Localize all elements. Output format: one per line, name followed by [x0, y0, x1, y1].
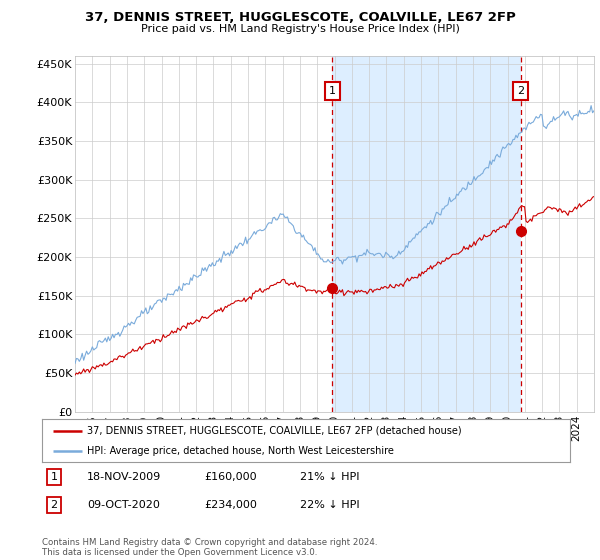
- Bar: [332, 56, 521, 412]
- Text: Contains HM Land Registry data © Crown copyright and database right 2024.
This d: Contains HM Land Registry data © Crown c…: [42, 538, 377, 557]
- Text: 18-NOV-2009: 18-NOV-2009: [87, 472, 161, 482]
- Text: 1: 1: [50, 472, 58, 482]
- Text: 21% ↓ HPI: 21% ↓ HPI: [300, 472, 359, 482]
- Text: 2: 2: [50, 500, 58, 510]
- Text: 1: 1: [329, 86, 336, 96]
- Text: 37, DENNIS STREET, HUGGLESCOTE, COALVILLE, LE67 2FP: 37, DENNIS STREET, HUGGLESCOTE, COALVILL…: [85, 11, 515, 24]
- Text: £160,000: £160,000: [204, 472, 257, 482]
- Text: £234,000: £234,000: [204, 500, 257, 510]
- Text: HPI: Average price, detached house, North West Leicestershire: HPI: Average price, detached house, Nort…: [87, 446, 394, 455]
- Text: Price paid vs. HM Land Registry's House Price Index (HPI): Price paid vs. HM Land Registry's House …: [140, 24, 460, 34]
- Text: 37, DENNIS STREET, HUGGLESCOTE, COALVILLE, LE67 2FP (detached house): 37, DENNIS STREET, HUGGLESCOTE, COALVILL…: [87, 426, 461, 436]
- Text: 2: 2: [517, 86, 524, 96]
- Text: 09-OCT-2020: 09-OCT-2020: [87, 500, 160, 510]
- Text: 22% ↓ HPI: 22% ↓ HPI: [300, 500, 359, 510]
